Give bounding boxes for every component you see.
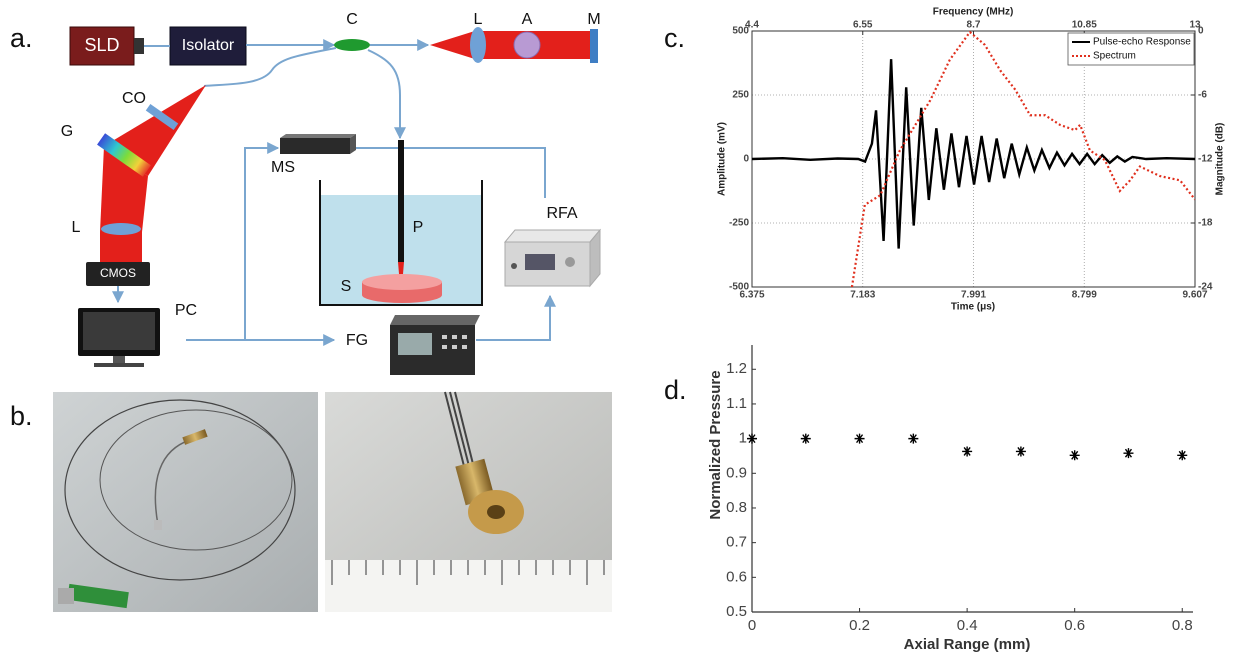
- x2-tick-label: 4.4: [745, 20, 759, 31]
- y-tick-label: 250: [732, 90, 749, 101]
- x-tick-label: 0.8: [1172, 617, 1193, 634]
- y-tick-label: 1.1: [726, 395, 747, 412]
- y2-tick-label: -24: [1198, 282, 1213, 293]
- sample-label: S: [341, 278, 352, 295]
- y2-axis-title: Magnitude (dB): [1215, 123, 1226, 196]
- x-tick-label: 7.991: [961, 290, 986, 301]
- pressure-chart: Axial Range (mm) Normalized Pressure 0.5…: [707, 345, 1193, 653]
- mirror-label: M: [587, 11, 600, 28]
- data-point: [1123, 448, 1134, 459]
- cmos-label: CMOS: [100, 266, 136, 280]
- ms-label: MS: [271, 159, 295, 176]
- x2-axis-title: Frequency (MHz): [933, 7, 1014, 18]
- panel-label: d.: [664, 375, 687, 405]
- x-tick-label: 0: [748, 617, 756, 634]
- x-tick-label: 7.183: [850, 290, 875, 301]
- series-line: [850, 31, 1195, 287]
- isolator-label: Isolator: [182, 37, 235, 54]
- y-tick-label: 500: [732, 26, 749, 37]
- x-axis-title: Axial Range (mm): [904, 636, 1031, 653]
- x-tick-label: 8.799: [1072, 290, 1097, 301]
- probe-label: P: [413, 219, 424, 236]
- y2-tick-label: -18: [1198, 218, 1213, 229]
- x-tick-label: 0.4: [957, 617, 978, 634]
- lens-label: L: [72, 219, 81, 236]
- y2-tick-label: -6: [1198, 90, 1207, 101]
- x-axis-title: Time (μs): [951, 302, 995, 313]
- data-point: [747, 433, 757, 444]
- y-tick-label: 0.7: [726, 534, 747, 551]
- y-tick-label: 0.9: [726, 464, 747, 481]
- photos: [53, 391, 612, 612]
- x-tick-label: 0.6: [1064, 617, 1085, 634]
- rfa-label: RFA: [546, 205, 577, 222]
- collimator-label: CO: [122, 90, 146, 107]
- pulse-echo-chart: Frequency (MHz) Time (μs) Amplitude (mV)…: [717, 7, 1226, 313]
- data-point: [1015, 446, 1026, 457]
- x2-tick-label: 13: [1189, 20, 1201, 31]
- lens-label: L: [474, 11, 483, 28]
- x2-tick-label: 10.85: [1072, 20, 1097, 31]
- data-point: [1177, 450, 1188, 461]
- legend-label: Spectrum: [1093, 51, 1136, 62]
- y-tick-label: 0.6: [726, 568, 747, 585]
- data-point: [962, 446, 973, 457]
- grating-label: G: [61, 123, 73, 140]
- y-axis-title: Normalized Pressure: [707, 370, 724, 519]
- setup-diagram: SLD Isolator C L A M CO G L CMOS PC: [61, 11, 602, 375]
- data-point: [908, 433, 919, 444]
- y2-tick-label: 0: [1198, 26, 1204, 37]
- y-tick-label: 1.2: [726, 360, 747, 377]
- pc-label: PC: [175, 302, 197, 319]
- sld-label: SLD: [84, 35, 119, 55]
- data-point: [854, 433, 865, 444]
- panel-label: b.: [10, 401, 33, 431]
- y-tick-label: -500: [729, 282, 749, 293]
- y-tick-label: 1: [739, 430, 747, 447]
- fg-label: FG: [346, 332, 368, 349]
- y-tick-label: 0.8: [726, 499, 747, 516]
- x2-tick-label: 8.7: [967, 20, 981, 31]
- legend-label: Pulse-echo Response: [1093, 37, 1191, 48]
- legend-box: [1067, 32, 1195, 66]
- y-tick-label: 0: [743, 154, 749, 165]
- data-point: [1069, 450, 1080, 461]
- panel-label: a.: [10, 23, 33, 53]
- x2-tick-label: 6.55: [853, 20, 873, 31]
- data-point: [800, 433, 811, 444]
- y-tick-label: -250: [729, 218, 749, 229]
- x-tick-label: 0.2: [849, 617, 870, 634]
- attenuator-label: A: [522, 11, 533, 28]
- y2-tick-label: -12: [1198, 154, 1213, 165]
- panel-label: c.: [664, 23, 685, 53]
- coupler-label: C: [346, 11, 358, 28]
- x-tick-label: 6.375: [739, 290, 764, 301]
- y-axis-title: Amplitude (mV): [717, 122, 728, 196]
- x-tick-label: 9.607: [1182, 290, 1207, 301]
- series-line: [752, 59, 1195, 249]
- y-tick-label: 0.5: [726, 603, 747, 620]
